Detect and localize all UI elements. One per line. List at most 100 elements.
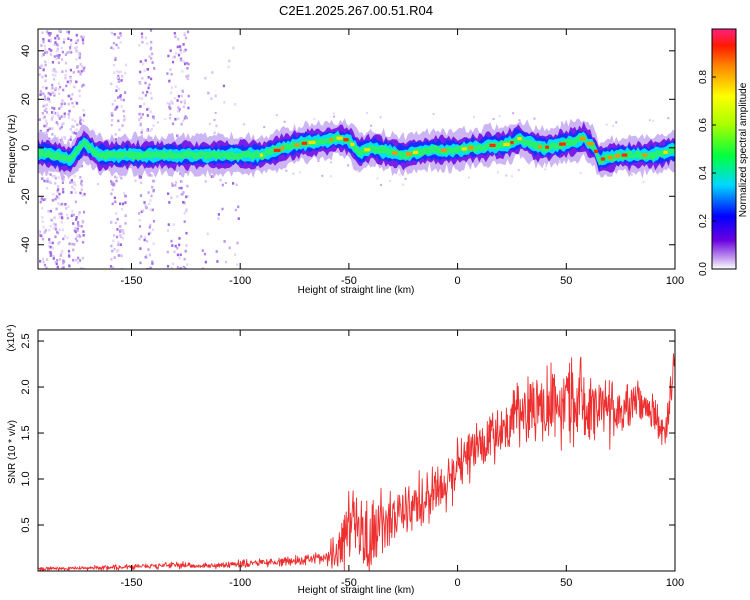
ridge-peak (329, 137, 333, 142)
noise-speckle (140, 116, 143, 119)
noise-speckle (43, 131, 46, 135)
noise-speckle (119, 225, 122, 228)
noise-speckle (119, 34, 123, 37)
noise-speckle (42, 92, 46, 96)
noise-speckle (80, 179, 83, 183)
ridge-peak (607, 155, 613, 160)
noise-speckle (60, 212, 63, 215)
ridge-peak (273, 148, 281, 152)
noise-speckle (366, 112, 368, 114)
noise-speckle (47, 209, 50, 213)
noise-speckle (113, 234, 116, 237)
noise-speckle (45, 131, 48, 134)
noise-speckle (180, 100, 183, 104)
noise-speckle (186, 195, 189, 198)
ridge-peak (461, 147, 467, 151)
noise-speckle (648, 119, 651, 122)
noise-speckle (72, 105, 75, 108)
noise-speckle (42, 68, 45, 72)
noise-speckle (75, 33, 78, 37)
noise-speckle (114, 56, 117, 60)
ridge-peak (440, 148, 447, 152)
noise-speckle (61, 50, 64, 54)
noise-speckle (119, 94, 122, 97)
x-tick-label: -150 (120, 275, 142, 287)
noise-speckle (80, 184, 83, 187)
noise-speckle (186, 184, 189, 188)
noise-speckle (222, 84, 225, 88)
noise-speckle (110, 192, 113, 196)
noise-speckle (147, 248, 150, 251)
noise-speckle (171, 101, 174, 105)
noise-speckle (57, 242, 60, 245)
noise-speckle (404, 177, 407, 180)
noise-speckle (545, 165, 548, 168)
noise-speckle (180, 94, 183, 98)
noise-speckle (169, 68, 172, 71)
noise-speckle (177, 95, 180, 98)
noise-speckle (69, 47, 72, 51)
noise-speckle (138, 112, 141, 116)
ridge-peak (294, 143, 300, 147)
noise-speckle (187, 94, 190, 98)
noise-speckle (285, 169, 288, 172)
noise-speckle (153, 67, 156, 70)
ridge-peak (559, 142, 566, 146)
noise-speckle (82, 108, 85, 112)
noise-speckle (44, 229, 47, 232)
x-tick-label: -100 (229, 275, 251, 287)
noise-speckle (54, 134, 57, 138)
noise-speckle (149, 231, 152, 235)
noise-speckle (150, 127, 153, 131)
noise-speckle (123, 115, 126, 118)
noise-speckle (124, 214, 127, 217)
noise-speckle (376, 177, 379, 180)
noise-speckle (64, 53, 67, 56)
noise-speckle (118, 128, 121, 132)
noise-speckle (170, 91, 173, 95)
noise-speckle (140, 32, 144, 36)
noise-speckle (115, 89, 118, 92)
noise-speckle (164, 118, 167, 121)
noise-speckle (76, 50, 79, 53)
noise-speckle (186, 263, 189, 266)
noise-speckle (116, 217, 119, 221)
noise-speckle (183, 202, 186, 205)
noise-speckle (51, 86, 54, 90)
noise-speckle (81, 38, 85, 42)
noise-speckle (119, 243, 122, 246)
y-tick-label: 2.5 (20, 333, 32, 348)
noise-speckle (51, 246, 54, 250)
noise-speckle (113, 33, 116, 36)
noise-speckle (147, 232, 151, 236)
noise-speckle (46, 30, 49, 33)
noise-speckle (145, 254, 148, 257)
noise-speckle (62, 41, 65, 44)
noise-speckle (47, 97, 50, 101)
noise-speckle (60, 221, 63, 224)
noise-speckle (142, 62, 145, 66)
noise-speckle (56, 49, 59, 53)
noise-speckle (73, 187, 76, 191)
noise-speckle (321, 174, 324, 177)
noise-speckle (55, 57, 58, 60)
noise-speckle (56, 34, 59, 38)
noise-speckle (52, 257, 55, 260)
noise-speckle (237, 205, 240, 209)
noise-speckle (53, 174, 56, 178)
noise-speckle (117, 119, 120, 123)
noise-speckle (174, 181, 178, 184)
noise-speckle (174, 244, 177, 248)
noise-speckle (64, 74, 67, 77)
noise-speckle (174, 35, 177, 39)
noise-speckle (115, 43, 118, 47)
noise-speckle (111, 119, 114, 122)
noise-speckle (152, 220, 156, 223)
noise-speckle (236, 241, 239, 245)
noise-speckle (58, 192, 61, 196)
noise-speckle (119, 202, 122, 206)
noise-speckle (77, 213, 81, 216)
ridge-peak (538, 145, 542, 149)
noise-speckle (63, 115, 66, 118)
ridge-peak (392, 151, 398, 155)
